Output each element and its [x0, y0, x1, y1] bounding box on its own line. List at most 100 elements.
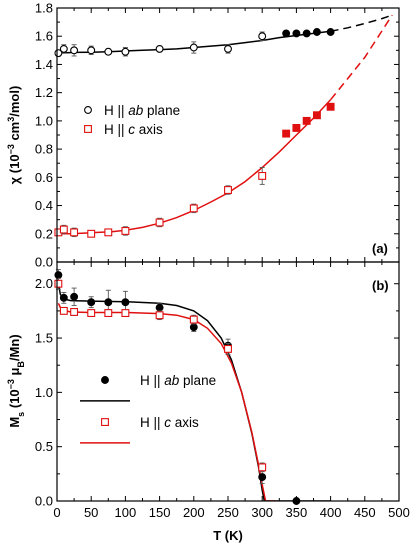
- data-point: [326, 28, 335, 36]
- data-point: [70, 308, 79, 316]
- data-point: [155, 303, 164, 312]
- data-point: [312, 28, 321, 36]
- y-tick-label: 1.8: [35, 1, 53, 16]
- legend-marker: [84, 106, 92, 114]
- series-group: [54, 31, 267, 58]
- legend-marker: [84, 125, 92, 133]
- data-point: [189, 323, 198, 332]
- fit-line-extrapolated: [330, 14, 393, 101]
- y-tick-label: 2.0: [35, 276, 53, 291]
- data-point: [104, 228, 113, 237]
- legend-label: H || c axis: [104, 122, 163, 137]
- data-point: [104, 47, 113, 56]
- data-point: [87, 298, 96, 307]
- data-point: [59, 293, 68, 302]
- panel-a-label: (a): [372, 241, 388, 256]
- x-tick-label: 150: [149, 505, 171, 520]
- data-point: [121, 298, 130, 307]
- x-tick-label: 50: [84, 505, 98, 520]
- data-point: [282, 29, 291, 38]
- data-point: [282, 129, 291, 138]
- x-tick-label: 100: [115, 505, 137, 520]
- x-tick-label: 200: [183, 505, 205, 520]
- data-point: [189, 315, 198, 324]
- data-point: [224, 44, 232, 53]
- data-point: [302, 29, 311, 38]
- data-point: [312, 111, 321, 120]
- legend: H || ab plane H || c axis: [80, 373, 216, 444]
- series-group: [282, 102, 335, 138]
- data-point: [224, 344, 232, 353]
- y-tick-label: 1.4: [35, 57, 53, 72]
- y-tick-label: 1.0: [35, 113, 53, 128]
- data-point: [155, 218, 164, 227]
- y-tick-label: 1.5: [35, 331, 53, 346]
- legend-label: H || ab plane: [104, 103, 180, 118]
- panel-b-y-axis-title: Ms (10−3 μB/Mn): [6, 334, 26, 427]
- data-point: [292, 123, 301, 132]
- y-tick-label: 0.6: [35, 170, 53, 185]
- data-point: [189, 204, 198, 213]
- data-point: [155, 44, 164, 53]
- data-point: [224, 186, 232, 194]
- data-point: [258, 463, 267, 472]
- data-point: [121, 309, 130, 318]
- data-point: [121, 227, 130, 235]
- x-axis-title: T (K): [213, 528, 243, 543]
- data-point: [121, 47, 130, 56]
- y-tick-label: 1.6: [35, 29, 53, 44]
- data-point: [59, 44, 68, 53]
- x-tick-label: 300: [251, 505, 273, 520]
- x-tick-label: 450: [354, 505, 376, 520]
- y-tick-label: 0.0: [35, 494, 53, 509]
- x-tick-label: 250: [217, 505, 239, 520]
- data-point: [189, 43, 198, 52]
- plot-frame: [56, 261, 400, 502]
- panel-a-susceptibility: 0.0 0.2 0.4 0.6 0.8 1.0 1.2 1.4 1.6 1.8 H || ab pl…: [35, 1, 400, 270]
- data-point: [59, 306, 68, 315]
- data-point: [104, 298, 113, 307]
- x-tick-label: 350: [286, 505, 308, 520]
- data-point: [302, 116, 311, 125]
- x-tick-label: 0: [53, 505, 60, 520]
- legend-marker: [101, 376, 109, 384]
- y-tick-label: 0.2: [35, 226, 53, 241]
- data-point: [70, 228, 79, 237]
- y-tick-label: 0.0: [35, 255, 53, 270]
- legend-label: H || ab plane: [140, 373, 216, 388]
- data-point: [292, 29, 301, 38]
- y-tick-label: 0.5: [35, 439, 53, 454]
- data-point: [70, 46, 79, 55]
- fit-line: [57, 302, 276, 501]
- series-group: [54, 167, 267, 238]
- legend-label: H || c axis: [140, 415, 199, 430]
- data-point: [87, 229, 96, 238]
- data-point: [70, 292, 79, 301]
- legend-marker: [101, 418, 109, 426]
- y-tick-label: 1.0: [35, 385, 53, 400]
- panel-b-label: (b): [372, 278, 389, 293]
- legend: H || ab plane H || c axis: [84, 103, 180, 137]
- x-tick-label: 500: [388, 505, 410, 520]
- data-point: [54, 279, 63, 288]
- data-point: [87, 46, 96, 55]
- y-tick-label: 0.4: [35, 198, 53, 213]
- data-point: [59, 225, 68, 234]
- data-point: [258, 473, 267, 482]
- panel-b-magnetization: 0.0 0.5 1.0 1.5 2.0 0 50 100 150 200 250 300 350 400 4…: [35, 261, 410, 520]
- data-point: [326, 102, 335, 111]
- y-tick-label: 1.2: [35, 85, 53, 100]
- data-point: [87, 309, 96, 318]
- fit-line: [57, 99, 332, 235]
- x-tick-label: 400: [320, 505, 342, 520]
- fit-line-extrapolated: [330, 14, 393, 33]
- series-group: [282, 28, 335, 38]
- data-point: [54, 271, 63, 279]
- data-point: [258, 32, 267, 41]
- data-point: [104, 309, 113, 318]
- panel-a-y-axis-title: χ (10−3 cm3/mol): [6, 86, 22, 185]
- data-point: [155, 311, 164, 320]
- data-point: [258, 171, 267, 180]
- series-group: [54, 277, 267, 473]
